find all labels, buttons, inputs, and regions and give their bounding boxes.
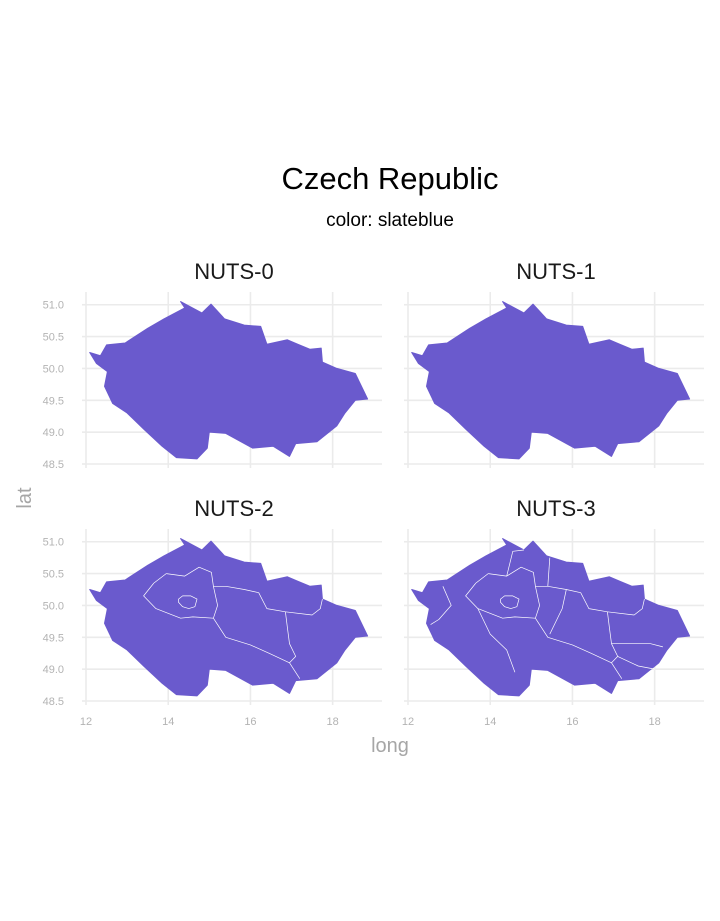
y-tick-label: 50.0 — [43, 363, 64, 375]
facet-panel: NUTS-2 48.5 49.0 49.5 50.0 50.5 51.0 12 14 16 18 — [43, 496, 382, 728]
region-boundary — [285, 611, 297, 664]
facet-panel: NUTS-1 — [404, 259, 704, 468]
region-boundary — [488, 566, 536, 587]
region-boundary — [611, 643, 663, 648]
y-tick-label: 51.0 — [43, 537, 64, 549]
region-boundary — [166, 566, 214, 587]
region-boundary — [213, 586, 301, 679]
y-tick-label: 50.5 — [43, 332, 64, 344]
facet-strip-label: NUTS-0 — [194, 259, 273, 284]
x-tick-label: 14 — [162, 716, 174, 728]
facet-strip-label: NUTS-1 — [516, 259, 595, 284]
region-boundary — [535, 586, 623, 679]
region-boundary — [213, 585, 286, 613]
region-boundary — [153, 573, 167, 584]
region-boundary — [285, 599, 323, 616]
facet-strip-label: NUTS-2 — [194, 496, 273, 521]
x-tick-label: 18 — [649, 716, 661, 728]
y-axis-title: lat — [14, 487, 36, 509]
x-axis-title: long — [371, 735, 409, 757]
region-boundary — [617, 656, 655, 670]
region-boundary — [477, 608, 516, 673]
facet-strip-label: NUTS-3 — [516, 496, 595, 521]
y-tick-label: 48.5 — [43, 696, 64, 708]
region-boundary — [535, 585, 608, 613]
country-shape — [89, 301, 369, 460]
y-tick-label: 50.0 — [43, 600, 64, 612]
country-shape — [411, 538, 691, 697]
x-tick-label: 12 — [402, 716, 414, 728]
y-tick-label: 48.5 — [43, 459, 64, 471]
country-shape — [89, 538, 369, 697]
y-tick-label: 49.5 — [43, 395, 64, 407]
x-tick-label: 16 — [244, 716, 256, 728]
chart-title: Czech Republic — [281, 161, 498, 196]
region-boundary — [549, 589, 567, 635]
x-tick-label: 14 — [484, 716, 496, 728]
facet-panel: NUTS-3 12 14 16 18 — [402, 496, 704, 728]
region-boundary — [465, 582, 536, 619]
facet-panel: NUTS-0 48.5 49.0 49.5 50.0 50.5 51.0 — [43, 259, 382, 471]
y-tick-label: 49.5 — [43, 632, 64, 644]
region-boundary — [475, 573, 489, 584]
region-boundary — [506, 549, 524, 577]
x-tick-label: 18 — [327, 716, 339, 728]
x-tick-label: 12 — [80, 716, 92, 728]
x-tick-label: 16 — [566, 716, 578, 728]
country-shape — [411, 301, 691, 460]
prague-boundary — [500, 595, 520, 609]
prague-boundary — [178, 595, 198, 609]
y-tick-label: 51.0 — [43, 300, 64, 312]
y-tick-label: 49.0 — [43, 664, 64, 676]
region-boundary — [430, 586, 452, 625]
y-tick-label: 49.0 — [43, 427, 64, 439]
region-boundary — [547, 557, 551, 587]
region-boundary — [607, 599, 645, 616]
y-tick-label: 50.5 — [43, 569, 64, 581]
chart-subtitle: color: slateblue — [326, 210, 454, 231]
facet-panels: NUTS-0 48.5 49.0 49.5 50.0 50.5 51.0 NUTS-1 NUTS… — [43, 259, 704, 728]
region-boundary — [143, 582, 214, 619]
